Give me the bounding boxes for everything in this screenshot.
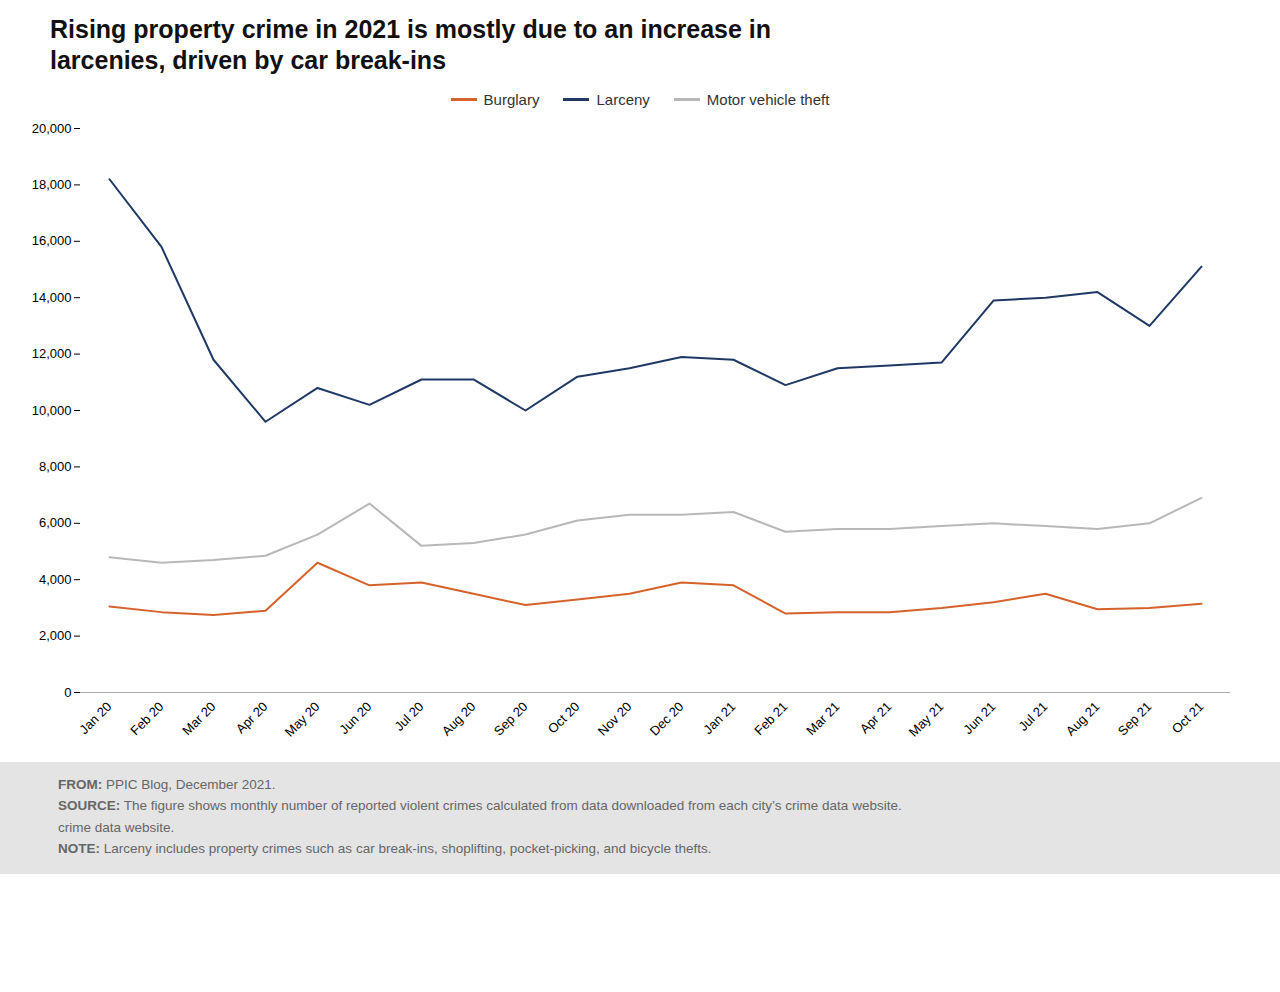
svg-text:6,000: 6,000	[39, 515, 72, 530]
svg-text:14,000: 14,000	[32, 289, 72, 304]
html-text:Burglary: Burglary	[483, 90, 540, 108]
svg-text:Apr 21: Apr 21	[857, 698, 895, 736]
svg-text:Aug 20: Aug 20	[439, 698, 479, 738]
svg-text:Feb 20: Feb 20	[127, 698, 166, 737]
html-text:Larceny: Larceny	[596, 90, 650, 108]
svg-text:Dec 20: Dec 20	[647, 698, 687, 738]
html-text:crime data website.: crime data website.	[58, 819, 175, 835]
svg-text:May 21: May 21	[906, 698, 947, 739]
svg-text:Mar 21: Mar 21	[803, 698, 842, 737]
svg-text:8,000: 8,000	[39, 459, 72, 474]
svg-text:Jun 20: Jun 20	[336, 698, 374, 736]
svg-text:4,000: 4,000	[39, 571, 72, 586]
svg-text:Jan 20: Jan 20	[76, 698, 114, 736]
html-text:Rising property crime in 2021: Rising property crime in 2021 is mostly …	[50, 15, 772, 75]
svg-text:Oct 21: Oct 21	[1169, 698, 1207, 736]
svg-text:2,000: 2,000	[39, 628, 72, 643]
html-text:FROM: PPIC Blog, December 2021: FROM: PPIC Blog, December 2021.	[58, 776, 276, 792]
svg-text:Jun 21: Jun 21	[960, 698, 998, 736]
svg-text:Aug 21: Aug 21	[1063, 698, 1103, 738]
svg-text:Apr 20: Apr 20	[233, 698, 271, 736]
svg-text:Nov 20: Nov 20	[595, 698, 635, 738]
svg-text:Sep 21: Sep 21	[1115, 698, 1155, 738]
svg-text:Jul 20: Jul 20	[391, 698, 426, 733]
svg-text:Jan 21: Jan 21	[700, 698, 738, 736]
svg-text:Jul 21: Jul 21	[1015, 698, 1050, 733]
svg-text:Feb 21: Feb 21	[751, 698, 790, 737]
svg-text:18,000: 18,000	[32, 177, 72, 192]
html-text:Motor vehicle theft: Motor vehicle theft	[706, 90, 830, 108]
svg-text:16,000: 16,000	[32, 233, 72, 248]
html-text:NOTE: Larceny includes propert: NOTE: Larceny includes property crimes s…	[58, 841, 712, 857]
svg-text:May 20: May 20	[282, 698, 323, 739]
svg-text:10,000: 10,000	[32, 402, 72, 417]
svg-text:12,000: 12,000	[32, 346, 72, 361]
svg-text:20,000: 20,000	[32, 120, 72, 135]
svg-text:Oct 20: Oct 20	[545, 698, 583, 736]
svg-text:Mar 20: Mar 20	[179, 698, 218, 737]
svg-text:0: 0	[64, 684, 71, 699]
svg-text:Sep 20: Sep 20	[491, 698, 531, 738]
html-text:SOURCE: The figure shows month: SOURCE: The figure shows monthly number …	[58, 798, 902, 814]
